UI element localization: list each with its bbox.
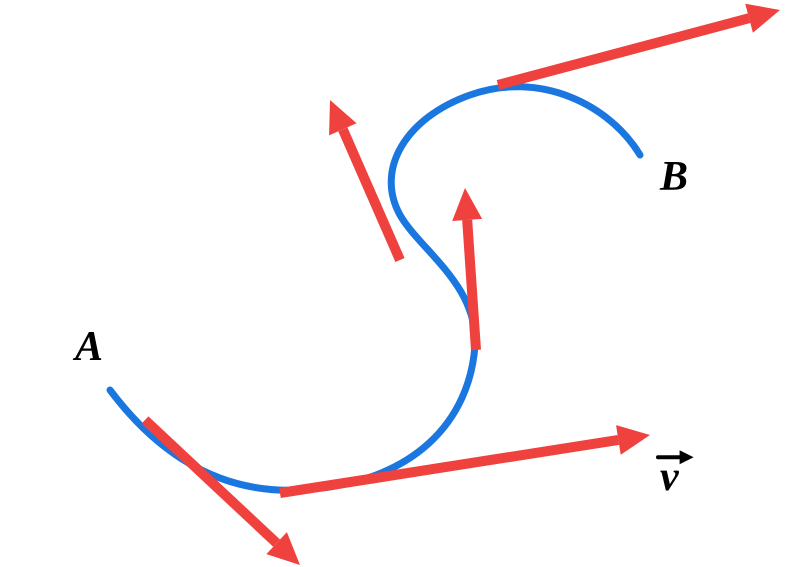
label-B: B: [659, 154, 688, 200]
label-B-text: B: [659, 154, 688, 200]
vector-diagram: A Bv: [0, 0, 785, 567]
label-A: A: [72, 324, 103, 370]
label-v-text: v: [660, 454, 680, 500]
label-A-text: A: [72, 324, 103, 370]
